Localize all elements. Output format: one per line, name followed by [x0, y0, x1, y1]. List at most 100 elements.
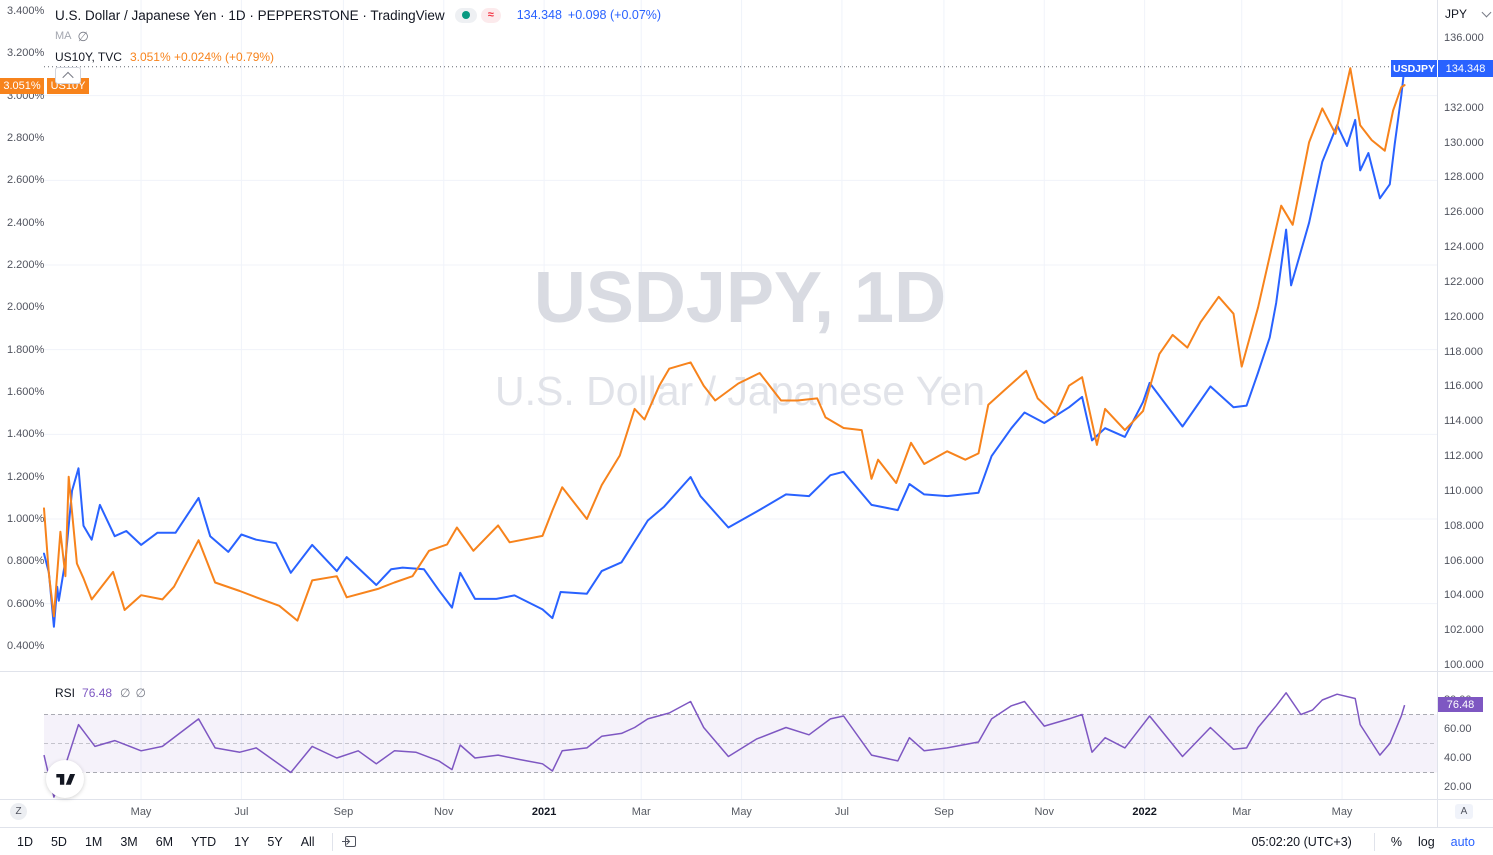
axis-tick-label: 132.000	[1444, 101, 1484, 114]
ma-indicator-label[interactable]: MA	[55, 30, 72, 42]
usdjpy-tag-value: 134.348	[1438, 60, 1493, 77]
tag-gap	[1437, 60, 1438, 77]
time-axis-label[interactable]: Sep	[934, 806, 954, 818]
go-to-date-button[interactable]	[341, 833, 358, 850]
compare-symbol-label[interactable]: US10Y, TVC	[55, 50, 122, 64]
scale-collapse-button[interactable]	[55, 67, 81, 84]
chart-legend: U.S. Dollar / Japanese Yen · 1D · PEPPER…	[55, 5, 661, 66]
approx-price-icon[interactable]: ≈	[480, 7, 501, 23]
axis-tick-label: 2.000%	[7, 301, 45, 314]
axis-tick-label: 60.00	[1444, 723, 1472, 735]
axis-tick-label: 3.200%	[7, 47, 45, 60]
log-scale-button[interactable]: log	[1417, 834, 1435, 849]
settings-icon[interactable]: ∅	[135, 686, 146, 700]
last-price: 134.348	[516, 8, 562, 22]
axis-tick-label: 1.200%	[7, 470, 45, 483]
price-change: +0.098 (+0.07%)	[567, 8, 662, 22]
range-button-3m[interactable]: 3M	[120, 834, 138, 849]
axis-tick-label: 112.000	[1444, 450, 1483, 463]
axis-tick-label: 2.800%	[7, 132, 45, 144]
time-axis-divider	[0, 799, 1493, 800]
session-clock[interactable]: 05:02:20 (UTC+3)	[1251, 834, 1352, 849]
axis-tick-label: 102.000	[1444, 624, 1484, 637]
eye-off-icon[interactable]: ∅	[77, 28, 89, 44]
time-axis-label[interactable]: Nov	[433, 806, 454, 818]
axis-tick-label: 1.400%	[7, 428, 45, 441]
axis-tick-label: 2.200%	[7, 259, 45, 271]
axis-tick-label: 2.400%	[7, 216, 45, 229]
chevron-down-icon	[1481, 7, 1492, 18]
compare-symbol-value: 3.051% +0.024% (+0.79%)	[129, 50, 275, 64]
toolbar-separator	[1373, 832, 1375, 851]
time-axis-label[interactable]: 2022	[1132, 806, 1157, 818]
auto-scale-toggle[interactable]: auto	[1450, 834, 1475, 849]
range-button-5d[interactable]: 5D	[50, 834, 67, 849]
axis-tick-label: 110.000	[1444, 484, 1483, 497]
axis-tick-label: 20.00	[1444, 781, 1472, 793]
tradingview-logo-glyph	[56, 773, 76, 785]
rsi-grid-lines	[140, 672, 1343, 800]
axis-tick-label: 1.000%	[7, 513, 45, 525]
time-axis-label[interactable]: Jul	[834, 806, 849, 818]
axis-tick-label: 114.000	[1444, 415, 1483, 428]
pane-divider[interactable]	[0, 671, 1493, 672]
toolbar-right-group: 05:02:20 (UTC+3) % log auto	[1251, 832, 1483, 851]
range-button-6m[interactable]: 6M	[155, 834, 174, 849]
axis-tick-label: 100.000	[1444, 659, 1484, 672]
symbol-title[interactable]: U.S. Dollar / Japanese Yen · 1D · PEPPER…	[55, 7, 445, 23]
rsi-pane[interactable]	[0, 672, 1493, 800]
axis-tick-label: 118.000	[1444, 345, 1483, 358]
tradingview-logo[interactable]	[46, 760, 84, 798]
auto-scale-button[interactable]: A	[1455, 804, 1473, 819]
chevron-up-icon	[62, 71, 74, 83]
range-button-5y[interactable]: 5Y	[267, 834, 283, 849]
rsi-legend: RSI 76.48 ∅ ∅	[55, 686, 151, 700]
time-axis-label[interactable]: Mar	[1232, 806, 1252, 818]
watermark-description: U.S. Dollar / Japanese Yen	[495, 368, 985, 414]
currency-label: JPY	[1445, 7, 1468, 21]
axis-tick-label: 136.000	[1444, 32, 1484, 44]
time-axis-label[interactable]: May	[731, 806, 752, 818]
grid-lines	[44, 0, 1437, 672]
axis-tick-label: 40.00	[1444, 752, 1472, 764]
main-price-pane[interactable]: USDJPY, 1D U.S. Dollar / Japanese Yen	[0, 0, 1493, 672]
eye-off-icon[interactable]: ∅	[120, 686, 131, 700]
rsi-value: 76.48	[82, 686, 113, 700]
rsi-indicator-label[interactable]: RSI	[55, 686, 76, 700]
time-axis-label[interactable]: Sep	[333, 806, 354, 818]
calendar-arrow-icon	[341, 836, 356, 847]
axis-tick-label: 0.600%	[7, 597, 45, 610]
axis-tick-label: 2.600%	[7, 174, 45, 187]
watermark-symbol: USDJPY, 1D	[534, 258, 946, 338]
price-scale-currency-selector[interactable]: JPY	[1445, 7, 1492, 21]
time-axis-label[interactable]: May	[1331, 806, 1353, 818]
time-axis-label[interactable]: May	[130, 806, 152, 818]
market-status-icon[interactable]	[454, 7, 477, 23]
range-button-1d[interactable]: 1D	[17, 834, 33, 849]
time-axis-label[interactable]: Mar	[631, 806, 651, 818]
price-series-group	[43, 65, 1437, 628]
usdjpy-line[interactable]	[43, 65, 1406, 628]
time-axis-label[interactable]: 2021	[531, 806, 557, 818]
axis-tick-label: 120.000	[1444, 310, 1484, 323]
axis-tick-label: 130.000	[1444, 136, 1484, 149]
range-button-1y[interactable]: 1Y	[234, 834, 250, 849]
time-axis-label[interactable]: Nov	[1034, 806, 1055, 818]
axis-tick-label: 104.000	[1444, 589, 1484, 602]
timezone-button[interactable]: Z	[10, 803, 27, 820]
rsi-line[interactable]	[43, 692, 1406, 798]
range-button-all[interactable]: All	[300, 834, 315, 849]
us10y-line[interactable]	[43, 67, 1406, 622]
range-button-1m[interactable]: 1M	[84, 834, 103, 849]
usdjpy-tag-symbol: USDJPY	[1391, 60, 1437, 77]
axis-tick-label: 124.000	[1444, 241, 1484, 254]
rsi-value-tag: 76.48	[1438, 697, 1483, 712]
percent-scale-button[interactable]: %	[1390, 834, 1402, 849]
time-axis-label[interactable]: Jul	[234, 806, 249, 818]
range-button-ytd[interactable]: YTD	[191, 834, 217, 849]
axis-tick-label: 1.600%	[7, 386, 45, 398]
axis-tick-label: 0.800%	[7, 555, 45, 568]
range-selector: 1D 5D 1M 3M 6M YTD 1Y 5Y All	[8, 833, 324, 851]
axis-tick-label: 126.000	[1444, 206, 1484, 219]
